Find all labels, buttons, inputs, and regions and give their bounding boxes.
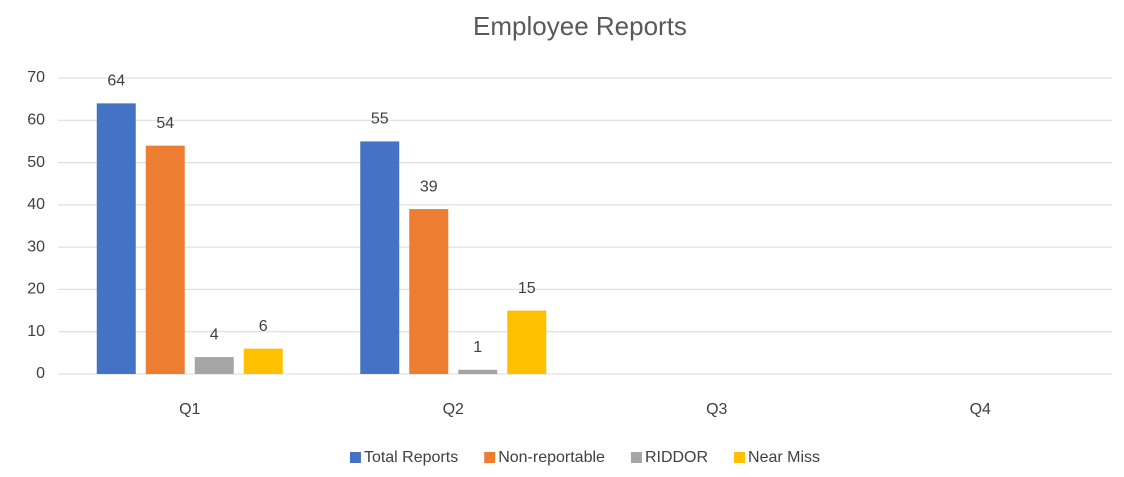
- data-label: 64: [107, 73, 125, 90]
- x-tick-label: Q1: [179, 401, 200, 418]
- legend-swatch: [734, 452, 746, 463]
- bar: [409, 209, 449, 374]
- data-label: 39: [420, 178, 438, 195]
- data-label: 54: [156, 115, 174, 132]
- legend-label: Non-reportable: [498, 449, 605, 466]
- y-tick-label: 0: [36, 365, 45, 382]
- legend-swatch: [484, 452, 496, 463]
- bar: [507, 310, 547, 374]
- y-tick-label: 20: [27, 281, 45, 298]
- bar: [145, 145, 185, 374]
- bar: [243, 348, 283, 374]
- data-label: 1: [473, 339, 482, 356]
- bar: [96, 103, 136, 374]
- y-tick-label: 70: [27, 69, 45, 86]
- legend-swatch: [630, 452, 642, 463]
- x-tick-label: Q2: [443, 401, 464, 418]
- x-tick-label: Q3: [706, 401, 727, 418]
- bar: [194, 357, 234, 374]
- legend-label: Total Reports: [364, 449, 458, 466]
- legend-swatch: [349, 452, 361, 463]
- legend-label: RIDDOR: [645, 449, 708, 466]
- y-tick-label: 30: [27, 238, 45, 255]
- data-label: 4: [210, 326, 219, 343]
- data-label: 15: [518, 280, 536, 297]
- data-label: 55: [371, 111, 389, 128]
- y-tick-label: 60: [27, 112, 45, 129]
- bar: [360, 141, 400, 374]
- bar: [458, 369, 498, 374]
- data-label: 6: [259, 318, 268, 335]
- y-tick-label: 50: [27, 154, 45, 171]
- y-tick-label: 10: [27, 323, 45, 340]
- chart-title: Employee Reports: [473, 11, 687, 41]
- y-tick-label: 40: [27, 196, 45, 213]
- legend-label: Near Miss: [748, 449, 820, 466]
- x-tick-label: Q4: [970, 401, 991, 418]
